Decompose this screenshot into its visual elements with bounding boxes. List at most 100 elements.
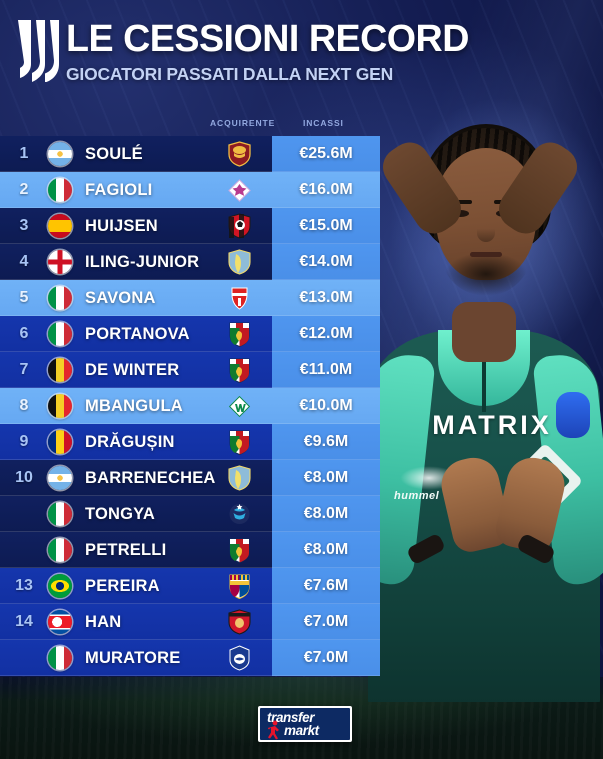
club-crest-icon [228,177,251,203]
rank-number: 5 [19,289,29,306]
nationality-flag-icon [48,466,72,490]
table-row[interactable]: 5 SAVONA €13.0M [0,280,380,316]
nationality-flag-icon [48,646,72,670]
table-row[interactable]: 14 HAN €7.0M [0,604,380,640]
row-left-block [0,388,272,424]
transfer-fee: €10.0M [299,397,353,414]
table-row[interactable]: 1 SOULÉ €25.6M [0,136,380,172]
player-mouth [470,252,502,257]
nationality-flag-icon [48,142,72,166]
rank-number: 14 [15,613,33,630]
rank-number: 8 [19,397,29,414]
rank-number: 13 [15,577,33,594]
row-left-block [0,424,272,460]
table-row[interactable]: 9 DRĂGUȘIN €9.6M [0,424,380,460]
club-crest-icon [228,213,251,239]
player-name: MBANGULA [85,396,183,415]
row-left-block [0,172,272,208]
table-row[interactable]: TONGYA €8.0M [0,496,380,532]
transfer-fee: €13.0M [299,289,353,306]
hummel-brand-text: hummel [394,490,440,502]
rank-number: 10 [15,469,33,486]
row-value-block [272,172,380,208]
row-value-block [272,352,380,388]
row-left-block [0,244,272,280]
rank-number: 4 [19,253,29,270]
transfer-fee: €14.0M [299,253,353,270]
club-crest-icon [228,357,251,383]
row-value-block [272,496,380,532]
transfermarkt-player-icon [267,720,282,740]
row-left-block [0,496,272,532]
player-hands [436,452,570,556]
transfer-fee: €7.0M [303,613,349,630]
player-nose [477,220,495,242]
column-header-acquirente: ACQUIRENTE [210,118,276,128]
player-zip [482,350,486,412]
nationality-flag-icon [48,574,72,598]
transfer-fee: €8.0M [303,505,349,522]
rank-number: 1 [19,145,29,162]
transfer-fee: €8.0M [303,469,349,486]
table-row[interactable]: 8 MBANGULA €10.0M [0,388,380,424]
player-photo: MATRIX hummel [366,62,603,702]
player-name: PETRELLI [85,540,167,559]
player-name: FAGIOLI [85,180,153,199]
table-row[interactable]: PETRELLI €8.0M [0,532,380,568]
transfer-fee: €15.0M [299,217,353,234]
player-name: HUIJSEN [85,216,158,235]
club-crest-icon [228,645,251,671]
nationality-flag-icon [48,502,72,526]
row-value-block [272,568,380,604]
table-row[interactable]: MURATORE €7.0M [0,640,380,676]
row-value-block [272,604,380,640]
club-crest-icon [228,249,251,275]
row-left-block [0,640,272,676]
player-name: BARRENECHEA [85,468,216,487]
club-crest-icon [228,141,251,167]
nationality-flag-icon [48,358,72,382]
rank-number: 9 [19,433,29,450]
row-value-block [272,640,380,676]
player-name: SOULÉ [85,144,143,163]
row-left-block [0,604,272,640]
nationality-flag-icon [48,394,72,418]
transfermarkt-wordmark-top: transfer [267,710,315,725]
page-subtitle: GIOCATORI PASSATI DALLA NEXT GEN [66,64,394,84]
row-value-block [272,244,380,280]
player-name: TONGYA [85,504,155,523]
club-crest-icon [228,609,251,635]
player-name: DE WINTER [85,360,180,379]
row-value-block [272,424,380,460]
nationality-flag-icon [48,214,72,238]
column-headers: ACQUIRENTE INCASSI [0,118,380,132]
transfer-fee: €16.0M [299,181,353,198]
rank-number: 7 [19,361,29,378]
nationality-flag-icon [48,322,72,346]
transfer-fee: €25.6M [299,145,353,162]
transfer-fee: €12.0M [299,325,353,342]
column-header-incassi: INCASSI [303,118,344,128]
transfer-fee: €7.6M [303,577,349,594]
row-value-block [272,316,380,352]
transfer-fee: €7.0M [303,649,349,666]
table-row[interactable]: 2 FAGIOLI €16.0M [0,172,380,208]
table-row[interactable]: 10 BARRENECHEA €8.0M [0,460,380,496]
rank-number: 2 [19,181,29,198]
rank-number: 3 [19,217,29,234]
player-name: DRĂGUȘIN [85,432,175,451]
player-name: ILING-JUNIOR [85,252,200,271]
table-row[interactable]: 7 DE WINTER €11.0M [0,352,380,388]
table-row[interactable]: 13 PEREIRA €7.6M [0,568,380,604]
row-value-block [272,460,380,496]
row-left-block [0,280,272,316]
player-name: MURATORE [85,648,181,667]
row-value-block [272,208,380,244]
row-value-block [272,136,380,172]
table-row[interactable]: 3 HUIJSEN €15.0M [0,208,380,244]
player-name: SAVONA [85,288,156,307]
transfer-fee: €9.6M [303,433,349,450]
table-row[interactable]: 4 ILING-JUNIOR €14.0M [0,244,380,280]
table-row[interactable]: 6 PORTANOVA €12.0M [0,316,380,352]
transfer-fee: €8.0M [303,541,349,558]
